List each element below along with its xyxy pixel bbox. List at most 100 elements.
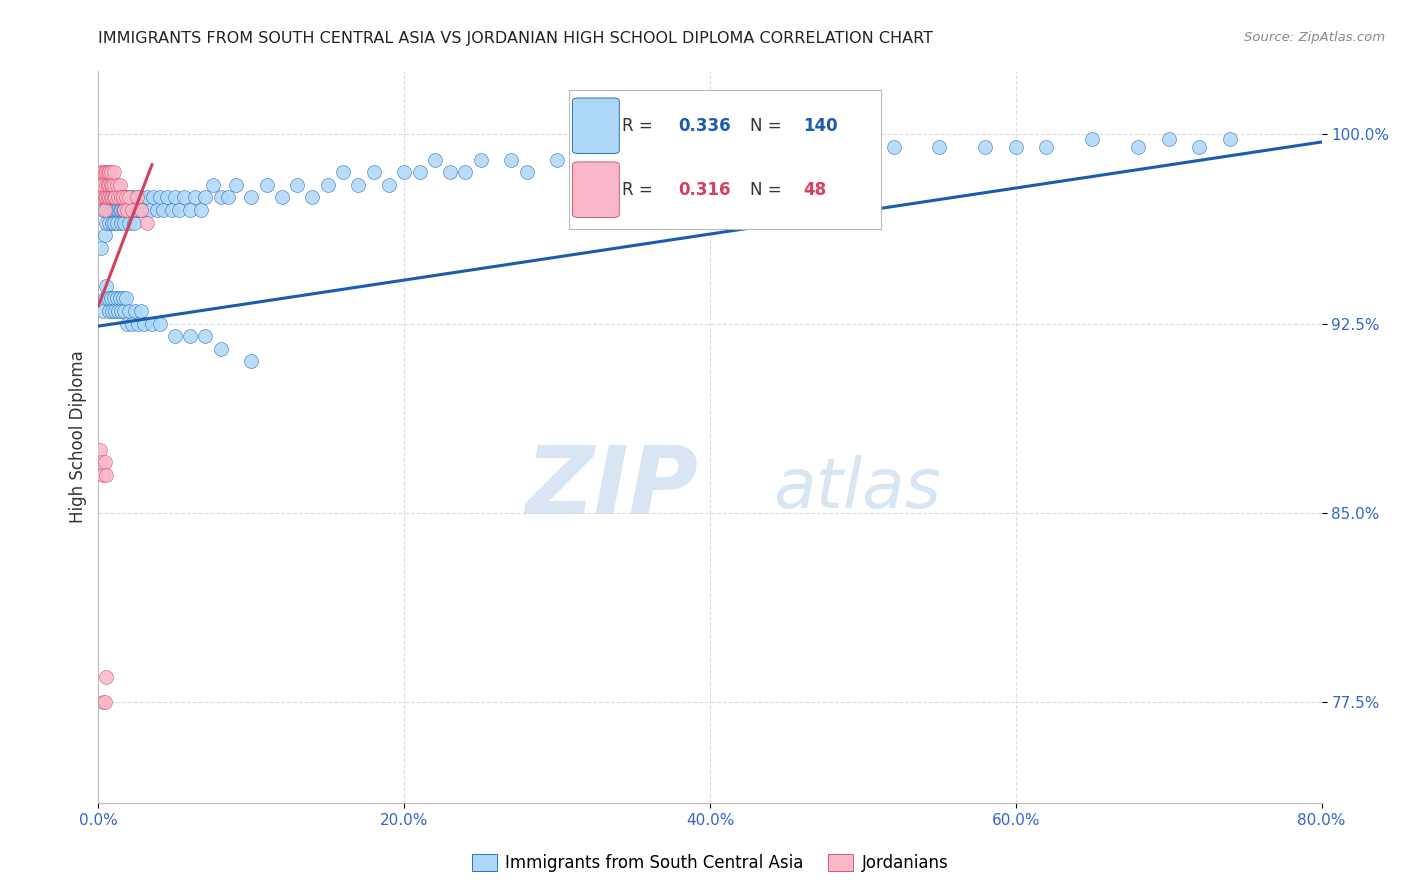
- Point: [122, 216, 145, 230]
- Point: [576, 153, 599, 167]
- Point: [111, 291, 134, 305]
- Point: [107, 304, 129, 318]
- Point: [115, 291, 138, 305]
- Point: [592, 153, 614, 167]
- Point: [169, 203, 191, 218]
- Point: [91, 467, 114, 482]
- Point: [190, 203, 212, 218]
- Point: [699, 153, 721, 167]
- Point: [730, 140, 752, 154]
- Point: [110, 216, 132, 230]
- Point: [94, 165, 117, 179]
- Point: [110, 190, 132, 204]
- Point: [129, 304, 152, 318]
- Y-axis label: High School Diploma: High School Diploma: [69, 351, 87, 524]
- Point: [115, 190, 138, 204]
- Point: [107, 190, 129, 204]
- Point: [240, 190, 263, 204]
- Point: [104, 190, 127, 204]
- Point: [111, 203, 134, 218]
- Point: [217, 190, 239, 204]
- Point: [108, 190, 131, 204]
- Point: [184, 190, 207, 204]
- Point: [501, 153, 523, 167]
- Point: [89, 190, 111, 204]
- Point: [194, 329, 217, 343]
- Point: [139, 203, 162, 218]
- Point: [100, 178, 122, 192]
- Point: [117, 203, 139, 218]
- Point: [101, 216, 124, 230]
- Point: [115, 190, 138, 204]
- Point: [91, 178, 114, 192]
- Point: [103, 178, 125, 192]
- Point: [94, 190, 117, 204]
- Point: [98, 190, 121, 204]
- Point: [256, 178, 278, 192]
- Point: [93, 291, 115, 305]
- Point: [225, 178, 247, 192]
- Point: [94, 190, 117, 204]
- Point: [883, 140, 905, 154]
- Point: [112, 304, 135, 318]
- Point: [108, 203, 131, 218]
- Point: [124, 203, 146, 218]
- Point: [439, 165, 461, 179]
- Point: [103, 291, 125, 305]
- Point: [363, 165, 385, 179]
- Point: [101, 190, 124, 204]
- Point: [110, 190, 132, 204]
- Point: [121, 203, 143, 218]
- Text: Source: ZipAtlas.com: Source: ZipAtlas.com: [1244, 31, 1385, 45]
- Point: [108, 178, 131, 192]
- Point: [111, 190, 134, 204]
- Point: [110, 304, 132, 318]
- Point: [107, 203, 129, 218]
- Point: [118, 190, 141, 204]
- Point: [101, 178, 124, 192]
- Point: [108, 291, 131, 305]
- Point: [93, 165, 115, 179]
- Point: [118, 304, 141, 318]
- Point: [100, 178, 122, 192]
- Point: [98, 178, 121, 192]
- Point: [125, 190, 148, 204]
- Point: [1188, 140, 1211, 154]
- Point: [94, 670, 117, 684]
- Point: [668, 153, 690, 167]
- Point: [141, 317, 163, 331]
- Point: [104, 203, 127, 218]
- Point: [105, 190, 128, 204]
- Point: [98, 216, 121, 230]
- Point: [105, 291, 128, 305]
- Point: [163, 329, 186, 343]
- Point: [101, 304, 124, 318]
- Point: [90, 455, 112, 469]
- Point: [316, 178, 339, 192]
- Point: [1081, 132, 1104, 146]
- Point: [90, 178, 112, 192]
- Point: [111, 190, 134, 204]
- Point: [270, 190, 292, 204]
- Point: [378, 178, 401, 192]
- Point: [1157, 132, 1180, 146]
- Point: [202, 178, 225, 192]
- Point: [127, 317, 149, 331]
- Point: [142, 190, 165, 204]
- Point: [97, 165, 120, 179]
- Text: ZIP: ZIP: [526, 442, 699, 534]
- Point: [93, 190, 115, 204]
- Point: [93, 228, 115, 243]
- Point: [209, 342, 232, 356]
- Point: [332, 165, 354, 179]
- Point: [1128, 140, 1150, 154]
- Text: IMMIGRANTS FROM SOUTH CENTRAL ASIA VS JORDANIAN HIGH SCHOOL DIPLOMA CORRELATION : IMMIGRANTS FROM SOUTH CENTRAL ASIA VS JO…: [98, 31, 934, 46]
- Point: [94, 467, 117, 482]
- Point: [408, 165, 430, 179]
- Point: [103, 165, 125, 179]
- Point: [928, 140, 950, 154]
- Point: [94, 278, 117, 293]
- Point: [100, 203, 122, 218]
- Point: [93, 695, 115, 709]
- Point: [97, 291, 120, 305]
